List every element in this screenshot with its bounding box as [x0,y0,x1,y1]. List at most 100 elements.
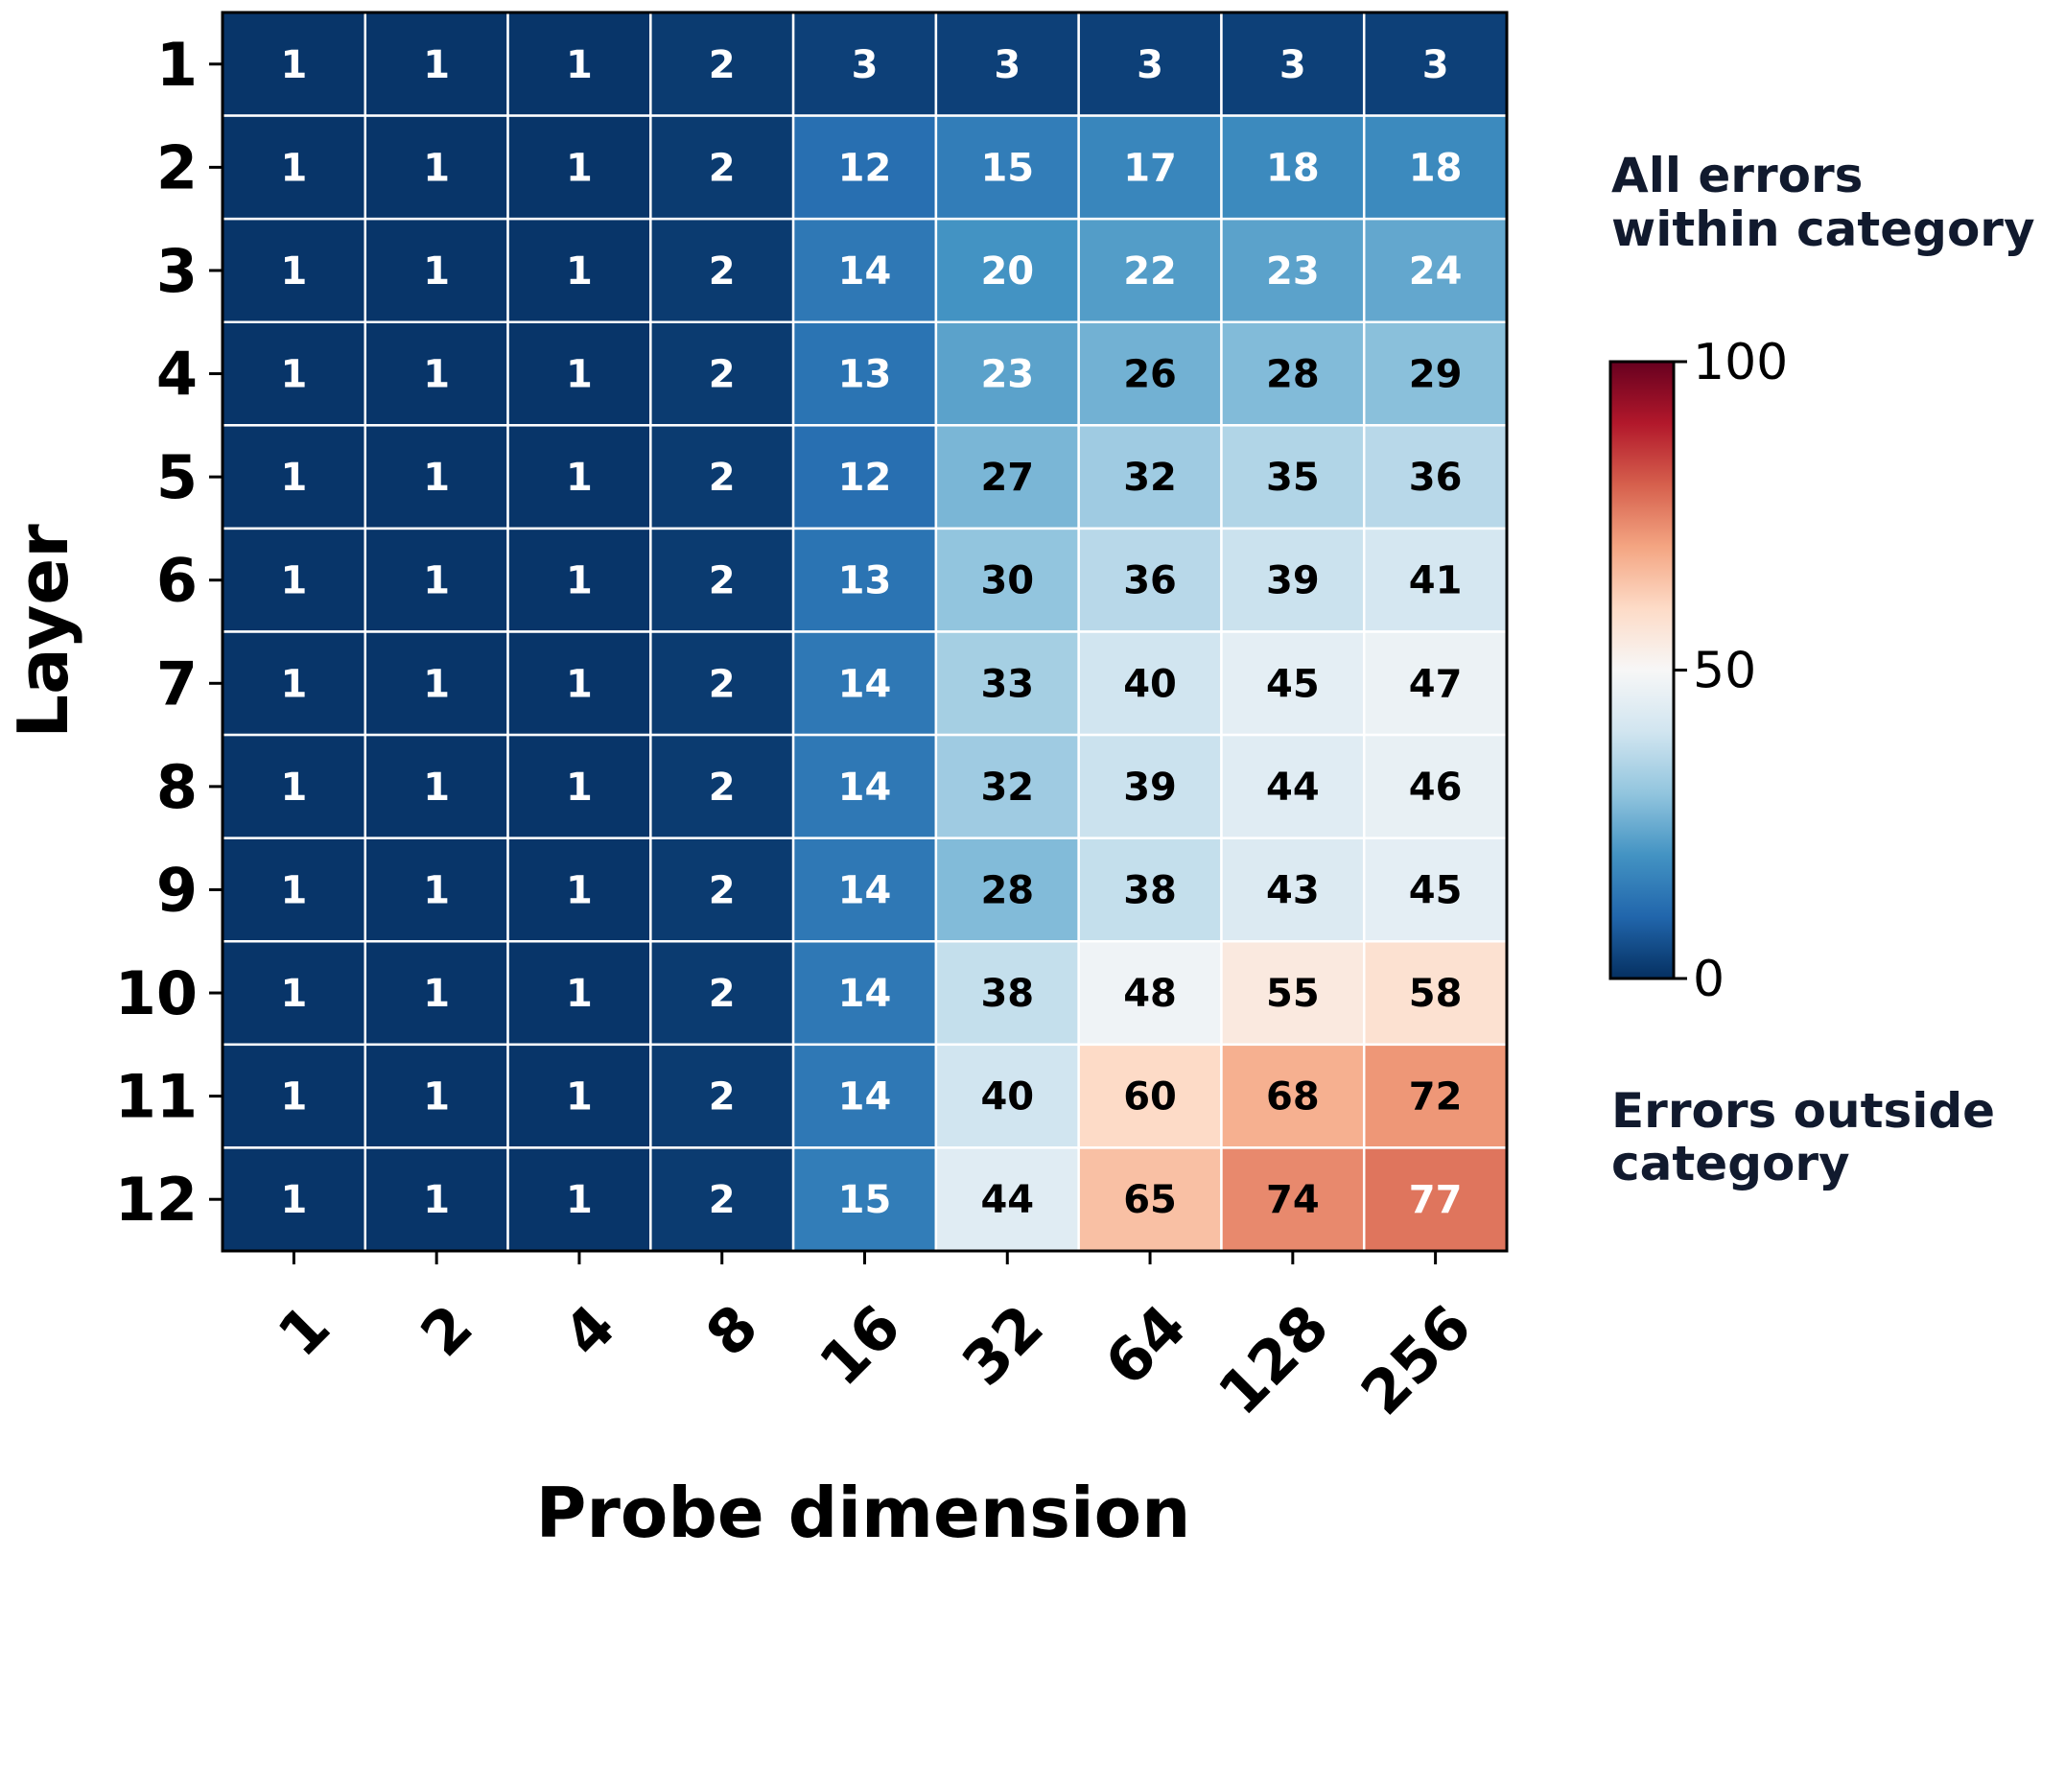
colorbar-bottom-label-line1: Errors outside [1611,1083,1995,1139]
y-tick-label: 12 [115,1165,198,1235]
heatmap-cell [649,733,795,839]
heatmap-cell-value: 17 [1123,146,1177,190]
heatmap-cell-value: 1 [566,662,593,706]
heatmap-cell [1220,1146,1366,1253]
heatmap-cell-value: 14 [838,249,892,294]
heatmap-cell-value: 47 [1409,662,1463,706]
heatmap-cell-value: 1 [280,766,307,810]
heatmap-cell-value: 12 [838,146,892,190]
heatmap-cell [1362,837,1509,943]
heatmap-cell-value: 2 [709,559,736,603]
heatmap-cell-value: 1 [566,868,593,912]
heatmap-cell-value: 36 [1409,456,1463,500]
heatmap-cell-value: 45 [1409,868,1463,912]
heatmap-cell-value: 1 [423,249,450,294]
x-tick-label: 256 [1348,1291,1485,1428]
heatmap-cell-value: 60 [1123,1075,1177,1120]
colorbar-top-label-line1: All errors [1611,148,1863,203]
heatmap-cell-value: 41 [1409,559,1463,603]
heatmap-cell-value: 1 [280,1075,307,1120]
heatmap-cell-labels: 1 1 1 2 3 3 3 3 31 1 1 2 12 15 17 18 181 1 1 2 14 20 22 23 241 1 1… [280,43,1462,1222]
heatmap-cell-value: 39 [1123,766,1177,810]
heatmap-cell-value: 32 [980,766,1034,810]
heatmap-cell [506,1146,652,1253]
heatmap-cell [934,1146,1080,1253]
heatmap-cell [364,527,509,633]
heatmap-cell-value: 28 [1266,353,1320,397]
heatmap-cell-value: 3 [1279,43,1306,87]
heatmap-cell-value: 1 [423,868,450,912]
y-axis-label: Layer [3,524,83,739]
heatmap-cell [1077,424,1223,531]
heatmap-cell [934,940,1080,1047]
y-tick-label: 7 [156,648,198,719]
colorbar-tick-label: 100 [1693,334,1788,391]
heatmap-cell-value: 55 [1266,972,1320,1016]
heatmap-cell [1220,1043,1366,1149]
heatmap-cell-value: 2 [709,146,736,190]
x-tick-label: 16 [806,1291,914,1400]
heatmap-cell [221,733,367,839]
heatmap-cell-value: 38 [980,972,1034,1016]
heatmap-cell-value: 2 [709,868,736,912]
heatmap-cell [506,940,652,1047]
heatmap-cell-value: 1 [566,43,593,87]
heatmap-cell-value: 1 [280,1178,307,1222]
heatmap-cell [934,424,1080,531]
heatmap-cell-value: 1 [280,972,307,1016]
heatmap-cell [1362,424,1509,531]
heatmap-cell [791,527,938,633]
heatmap-cell-value: 1 [566,249,593,294]
heatmap-cell-value: 14 [838,766,892,810]
heatmap-cell [1362,733,1509,839]
colorbar-tick-label: 50 [1693,643,1756,700]
heatmap-cell [364,320,509,427]
heatmap-cell-value: 1 [280,43,307,87]
heatmap-cell-value: 22 [1123,249,1177,294]
heatmap-cell [506,527,652,633]
heatmap-cell-value: 1 [423,1178,450,1222]
heatmap-cell [1220,114,1366,221]
heatmap-cell [791,1043,938,1149]
heatmap-cell [791,217,938,324]
heatmap-cell-value: 74 [1266,1178,1320,1222]
heatmap-cell [1077,733,1223,839]
heatmap-cell-value: 13 [838,559,892,603]
heatmap-cell [221,11,367,117]
heatmap-cell [934,837,1080,943]
heatmap-cell [1077,630,1223,737]
heatmap-cell [649,527,795,633]
heatmap-cell-value: 24 [1409,249,1463,294]
heatmap-cell [1220,940,1366,1047]
heatmap-cell-value: 1 [423,353,450,397]
heatmap-cell [364,217,509,324]
heatmap-cell-value: 28 [980,868,1034,912]
heatmap-cell [649,837,795,943]
heatmap-cell-value: 72 [1409,1075,1463,1120]
heatmap-cell [221,217,367,324]
colorbar [1608,360,1676,980]
heatmap-cell-value: 1 [280,249,307,294]
heatmap-cell [364,837,509,943]
heatmap-cell-value: 14 [838,868,892,912]
heatmap-cell [934,733,1080,839]
heatmap-cell [649,1146,795,1253]
colorbar-top-label-line2: within category [1611,201,2035,257]
heatmap-cell [364,630,509,737]
heatmap-cell-value: 12 [838,456,892,500]
heatmap-cell-value: 77 [1409,1178,1463,1222]
heatmap-cell [1362,114,1509,221]
heatmap-cell-value: 1 [566,972,593,1016]
heatmap-cell-value: 68 [1266,1075,1320,1120]
heatmap-cell-value: 1 [566,146,593,190]
heatmap-cell [934,527,1080,633]
heatmap-cell [506,733,652,839]
heatmap-cell-value: 3 [852,43,879,87]
heatmap-cell-value: 3 [1137,43,1163,87]
heatmap-cell-value: 40 [980,1075,1034,1120]
heatmap-cell [649,217,795,324]
heatmap-cell-value: 58 [1409,972,1463,1016]
heatmap-cell-value: 2 [709,662,736,706]
heatmap-cells [221,11,1509,1253]
